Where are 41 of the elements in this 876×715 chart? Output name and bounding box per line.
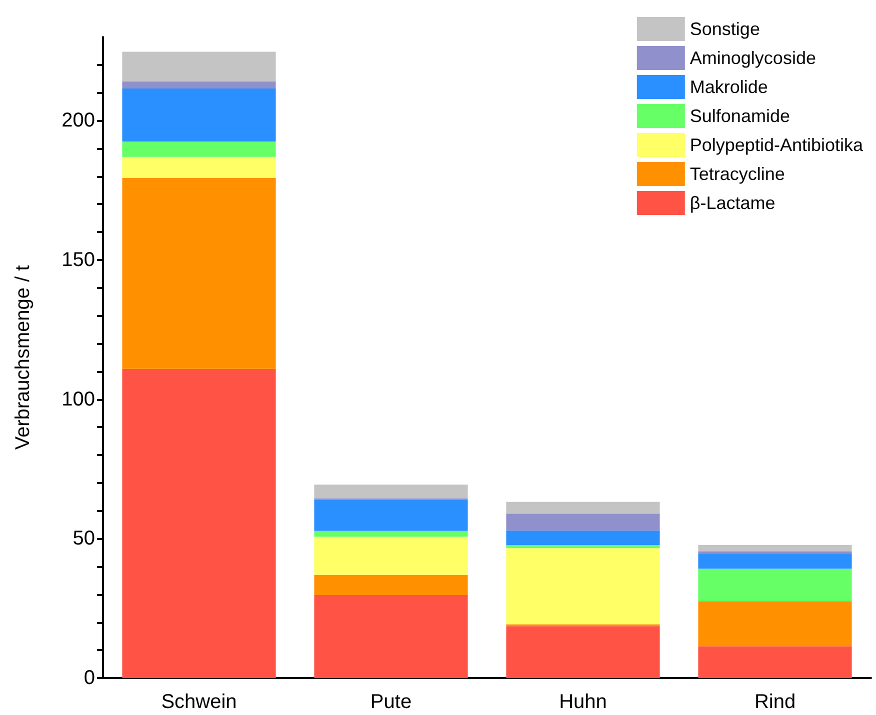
bar [698,568,852,602]
x-tick-label: Schwein [161,691,237,713]
y-tick-label: 100 [62,388,95,410]
legend-label: β-Lactame [690,193,776,213]
x-tick-label: Huhn [559,691,607,713]
bar [314,574,468,595]
bar [314,536,468,575]
bar [314,530,468,537]
bar [314,594,468,678]
bar [506,514,660,531]
bar [314,500,468,531]
bar [698,601,852,646]
y-axis-title: Verbrauchsmenge / t [12,264,34,450]
legend-label: Tetracycline [690,164,785,184]
bar [122,178,276,369]
bar [122,88,276,142]
y-tick-label: 0 [84,667,95,689]
bar [506,626,660,678]
bar [122,368,276,678]
y-tick-label: 150 [62,248,95,271]
x-tick-label: Rind [754,691,796,713]
legend-label: Sulfonamide [690,106,790,126]
legend-label: Makrolide [690,77,768,97]
x-tick-label: Pute [370,691,412,713]
bar [506,548,660,624]
bar [122,156,276,178]
bar [506,545,660,548]
bar [122,142,276,157]
legend-label: Sonstige [690,19,760,39]
legend-label: Polypeptid-Antibiotika [690,135,864,155]
bar [698,646,852,678]
bar [122,52,276,82]
bar [698,545,852,552]
bar [698,553,852,569]
bar [122,81,276,89]
legend-label: Aminoglycoside [690,48,816,68]
y-tick-label: 50 [72,528,95,550]
y-tick-label: 200 [62,110,95,132]
bar [506,530,660,546]
bar [506,502,660,514]
bar [314,484,468,498]
